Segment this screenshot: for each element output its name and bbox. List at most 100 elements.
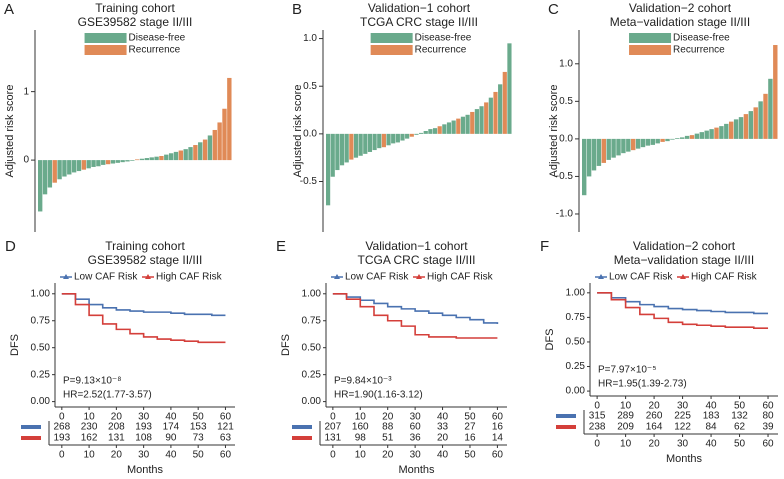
bar [626,138,631,152]
bar [768,78,773,139]
bar [86,160,91,169]
bar [460,116,466,134]
bar [743,114,749,139]
at-risk-count: 27 [464,422,476,433]
bar [738,117,744,139]
x-tick-label: 20 [111,412,123,423]
at-risk-count: 164 [646,422,663,433]
x-tick-label: 50 [193,412,205,423]
table-tick-label: 40 [437,450,449,461]
legend-label: High CAF Risk [427,272,494,283]
x-tick-label: 30 [138,412,150,423]
legend-marker [145,274,151,279]
at-risk-count: 90 [165,433,177,444]
y-tick-label: 0.00 [31,396,51,407]
bar [154,156,159,161]
x-tick-label: 60 [492,412,504,423]
bar [125,160,130,162]
y-tick-label: 0.5 [559,96,573,107]
table-tick-label: 20 [382,450,394,461]
legend-marker [598,274,604,279]
bar [349,133,354,160]
bar [488,97,493,134]
at-risk-count: 51 [382,433,394,444]
x-tick-label: 50 [464,412,476,423]
at-risk-count: 193 [135,422,152,433]
bar [591,138,597,171]
bar [474,109,479,134]
bar [335,133,340,171]
at-risk-count: 225 [674,411,691,422]
bar [330,133,335,177]
bar [52,160,57,183]
table-tick-label: 10 [620,439,632,450]
bar [451,120,456,134]
bar [709,129,714,139]
bar [363,133,368,154]
bar [645,138,651,146]
legend-marker [63,274,69,279]
y-tick-label: 1.0 [559,58,573,69]
x-axis-label: Months [666,453,703,465]
annotation: HR=2.52(1.77-3.57) [63,390,152,401]
bar [96,160,101,167]
y-tick-label: -0.5 [556,171,574,182]
bar [149,157,154,161]
table-tick-label: 60 [220,450,232,461]
y-tick-label: 0.25 [31,369,51,380]
bar [733,119,739,139]
panel-letter: A [4,1,14,18]
bar [729,121,734,139]
panel-title: Training cohort [95,1,175,15]
bar [405,133,410,139]
table-tick-label: 50 [193,450,205,461]
y-tick-label: 0 [23,155,29,166]
annotation: P=7.97×10⁻⁵ [598,365,656,376]
bar [178,150,184,161]
table-tick-label: 0 [330,450,336,461]
bar [714,127,719,139]
y-tick-label: 0.50 [31,342,51,353]
bar [164,154,169,161]
y-tick-label: 0.0 [559,134,573,145]
panel-letter: E [276,238,286,255]
table-row-swatch [556,425,576,429]
y-axis-label: Adjusted risk score [292,85,304,178]
bar [202,139,208,161]
y-tick-label: 0.00 [566,386,586,397]
survival-curve [597,292,769,329]
bar [748,111,754,139]
bar [437,126,442,134]
table-tick-label: 20 [111,450,123,461]
y-axis-label: DFS [280,334,292,356]
bar [432,128,438,134]
table-tick-label: 30 [138,450,150,461]
legend-label: Low CAF Risk [345,272,409,283]
at-risk-count: 122 [674,422,691,433]
legend-marker [334,274,340,279]
at-risk-count: 39 [762,422,774,433]
at-risk-count: 238 [589,422,606,433]
bar [724,123,729,139]
at-risk-count: 162 [81,433,98,444]
y-tick-label: 1.00 [302,288,322,299]
survival-curve [61,292,226,317]
survival-curve [597,292,769,315]
at-risk-count: 131 [325,433,342,444]
table-tick-label: 0 [594,439,600,450]
at-risk-count: 63 [220,433,232,444]
at-risk-count: 230 [81,422,98,433]
bar [655,138,660,144]
y-axis-label: DFS [544,329,556,351]
y-axis-label: DFS [9,334,21,356]
bar [217,122,222,161]
x-tick-label: 50 [734,401,746,412]
at-risk-count: 174 [163,422,180,433]
panel-letter: C [548,1,559,18]
table-tick-label: 20 [649,439,661,450]
y-tick-label: 0.50 [566,337,586,348]
table-tick-label: 60 [762,439,774,450]
x-tick-label: 20 [382,412,394,423]
legend-swatch [84,33,127,43]
